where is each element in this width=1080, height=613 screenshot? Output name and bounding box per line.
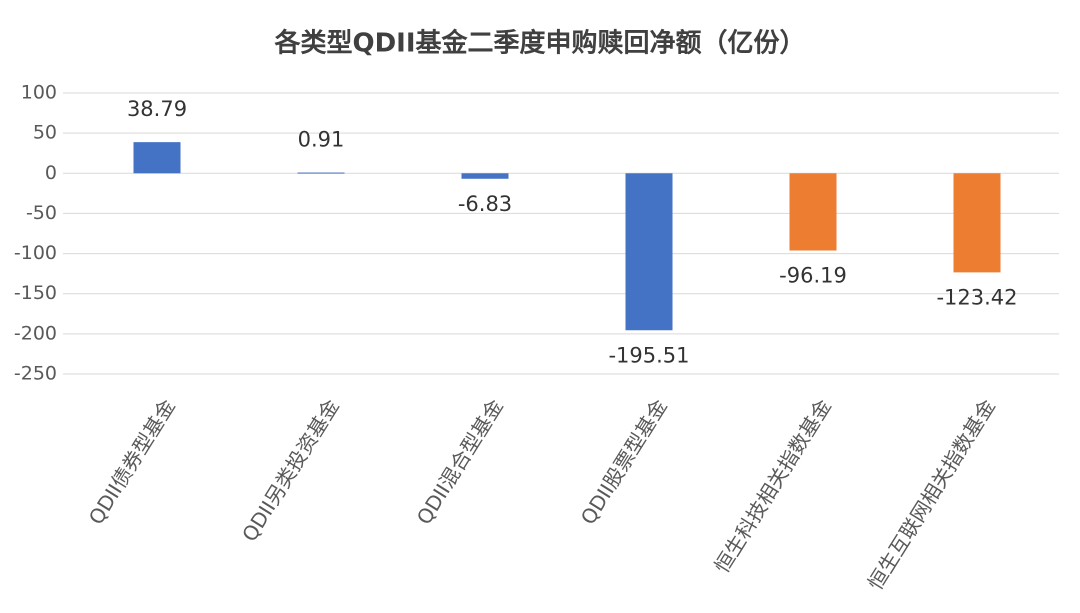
bar [133,142,181,174]
y-tick-label: 0 [45,162,57,184]
data-label: -96.19 [779,264,847,288]
data-label: 38.79 [127,97,187,121]
bar [461,173,509,179]
y-tick-label: -150 [14,282,57,304]
y-tick-label: -250 [14,363,57,385]
x-tick-label: QDII混合型基金 [412,395,508,529]
bar [953,173,1001,273]
y-tick-label: -200 [14,322,57,344]
x-tick-label: 恒生互联网相关指数基金 [863,395,1000,594]
y-tick-label: -50 [26,202,57,224]
data-label: 0.91 [298,128,345,152]
data-label: -6.83 [458,192,512,216]
x-tick-label: QDII另类投资基金 [237,395,344,546]
x-tick-label: 恒生科技相关指数基金 [710,395,836,577]
y-tick-label: 100 [21,82,57,104]
data-label: -123.42 [936,285,1017,309]
bar [297,172,345,174]
y-tick-label: 50 [33,122,57,144]
bar [789,173,837,251]
bar [625,173,673,331]
x-tick-label: QDII股票型基金 [576,395,672,529]
chart-title: 各类型QDII基金二季度申购赎回净额（亿份） [273,28,805,59]
y-tick-label: -100 [14,242,57,264]
x-tick-label: QDII债券型基金 [84,395,180,529]
data-label: -195.51 [608,343,689,367]
